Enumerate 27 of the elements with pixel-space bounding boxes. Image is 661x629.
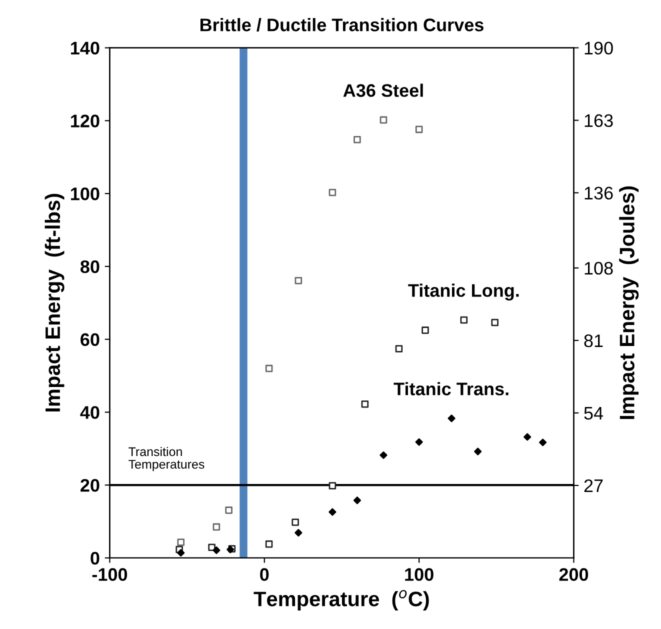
y2-tick-label: 163 (584, 114, 613, 128)
series-label: A36 Steel (343, 84, 423, 97)
x-axis-title: Temperature ($^{o}$C) (254, 590, 429, 610)
annotation: Transition Temperatures (128, 446, 204, 472)
y-tick-label: 140 (71, 42, 100, 55)
y-tick-label: 60 (80, 333, 100, 346)
y-tick-label: 80 (80, 260, 100, 274)
y2-tick-label: 81 (584, 334, 603, 348)
x-tick-label: 200 (559, 568, 588, 581)
chart-title: Brittle / Ductile Transition Curves (200, 18, 484, 32)
y-tick-label: 40 (80, 406, 100, 419)
series-label: Titanic Long. (408, 284, 519, 301)
series-label: Titanic Trans. (394, 382, 508, 396)
x-tick-label: -100 (92, 568, 128, 581)
y2-tick-label: 190 (584, 42, 613, 55)
x-tick-label: 0 (260, 568, 269, 581)
y-tick-label: 120 (71, 114, 100, 128)
y2-tick-label: 136 (584, 186, 613, 200)
y-axis-title: Impact Energy (ft-lbs) (44, 194, 64, 412)
x-tick-label: 100 (405, 568, 434, 581)
y-tick-label: 20 (80, 478, 100, 492)
y-tick-label: 100 (71, 187, 100, 200)
y2-tick-label: 108 (584, 262, 613, 275)
y2-tick-label: 54 (584, 407, 604, 420)
y-tick-label: 0 (90, 552, 100, 565)
y2-axis-title: Impact Energy (Joules) (619, 186, 639, 419)
y2-tick-label: 27 (584, 479, 603, 492)
